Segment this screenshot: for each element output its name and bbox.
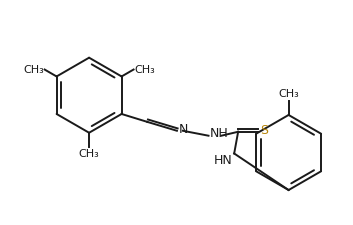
- Text: CH₃: CH₃: [23, 65, 44, 74]
- Text: CH₃: CH₃: [278, 89, 299, 99]
- Text: S: S: [260, 124, 268, 137]
- Text: HN: HN: [214, 155, 232, 167]
- Text: CH₃: CH₃: [134, 65, 155, 74]
- Text: N: N: [179, 123, 188, 136]
- Text: CH₃: CH₃: [79, 148, 100, 159]
- Text: NH: NH: [209, 127, 228, 140]
